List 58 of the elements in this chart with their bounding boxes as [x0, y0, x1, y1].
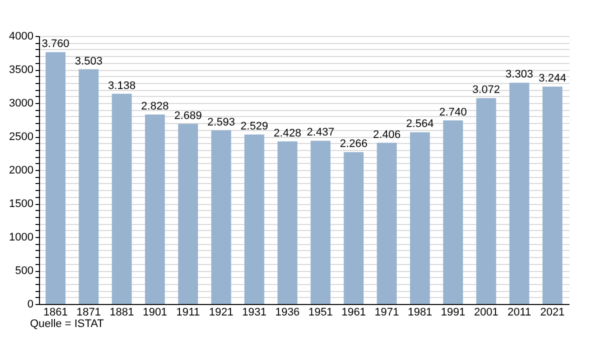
data-label: 2.428 — [274, 127, 302, 140]
data-label: 3.303 — [506, 68, 534, 81]
bar — [344, 152, 364, 304]
data-label: 2.406 — [373, 128, 401, 141]
data-label: 2.689 — [174, 110, 202, 122]
data-label: 3.138 — [108, 80, 136, 92]
data-label: 2.740 — [439, 106, 467, 118]
bar — [410, 132, 430, 304]
x-tick-label: 1861 — [43, 306, 68, 318]
data-label: 2.564 — [406, 118, 434, 130]
x-tick-label: 2021 — [540, 306, 565, 318]
x-tick-label: 1991 — [440, 306, 466, 318]
x-tick-label: 1881 — [110, 306, 134, 318]
bar — [78, 69, 99, 304]
y-tick-label: 500 — [15, 265, 34, 277]
data-label: 3.072 — [472, 84, 500, 96]
data-label: 2.593 — [207, 116, 235, 128]
bar — [376, 142, 397, 304]
x-tick-label: 2001 — [474, 306, 498, 318]
bar — [443, 120, 463, 304]
x-tick-label: 1871 — [76, 306, 101, 318]
x-tick-label: 2011 — [507, 306, 532, 318]
bar — [112, 94, 132, 304]
y-tick-label: 2500 — [9, 131, 34, 143]
bar — [278, 141, 298, 304]
bar — [46, 52, 66, 304]
y-tick-label: 2000 — [9, 164, 34, 176]
y-tick-label: 4000 — [9, 30, 34, 42]
data-label: 2.437 — [306, 126, 334, 139]
x-tick-label: 1911 — [176, 306, 200, 318]
bar — [542, 86, 562, 304]
data-label: 3.760 — [42, 38, 70, 50]
x-tick-label: 1981 — [408, 306, 432, 318]
bar — [476, 98, 496, 304]
x-tick-label: 1931 — [242, 306, 267, 318]
y-tick-label: 0 — [27, 298, 34, 310]
data-label: 2.828 — [141, 100, 169, 113]
x-tick-label: 1961 — [341, 306, 366, 318]
x-tick-label: 1951 — [308, 306, 333, 318]
x-tick-label: 1936 — [275, 306, 300, 318]
y-tick-label: 1000 — [9, 232, 34, 244]
bar — [509, 82, 530, 304]
bar — [310, 140, 330, 304]
bar — [145, 114, 165, 304]
source-note: Quelle = ISTAT — [30, 318, 104, 330]
y-tick-label: 3000 — [9, 98, 34, 110]
bar — [244, 134, 264, 304]
x-tick-label: 1921 — [208, 306, 234, 318]
data-label: 3.244 — [538, 72, 566, 85]
data-label: 2.266 — [340, 138, 368, 150]
x-tick-label: 1971 — [374, 306, 400, 318]
y-tick-label: 1500 — [9, 198, 34, 210]
data-label: 3.503 — [74, 55, 102, 68]
bar — [178, 124, 198, 304]
data-label: 2.529 — [240, 120, 268, 133]
bar — [211, 130, 232, 304]
y-tick-label: 3500 — [9, 64, 34, 76]
x-tick-label: 1901 — [142, 306, 168, 318]
